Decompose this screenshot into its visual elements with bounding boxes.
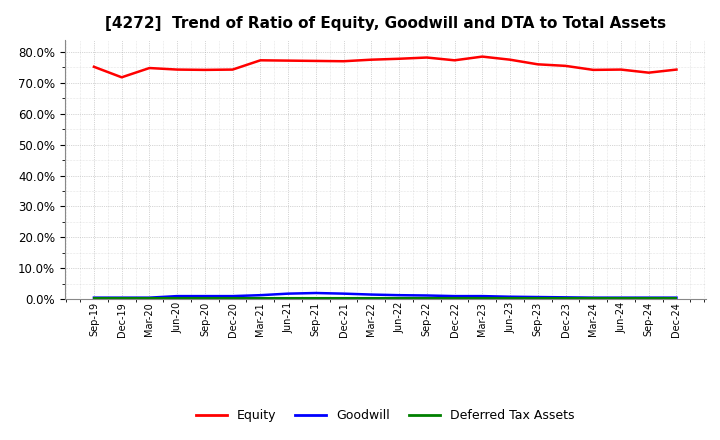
- Equity: [423, 55, 431, 60]
- Deferred Tax Assets: [284, 296, 292, 301]
- Goodwill: [117, 295, 126, 300]
- Goodwill: [534, 294, 542, 300]
- Goodwill: [423, 293, 431, 298]
- Equity: [117, 75, 126, 80]
- Goodwill: [644, 295, 653, 300]
- Deferred Tax Assets: [616, 296, 625, 301]
- Deferred Tax Assets: [89, 296, 98, 301]
- Goodwill: [478, 293, 487, 299]
- Goodwill: [616, 295, 625, 300]
- Deferred Tax Assets: [672, 296, 681, 301]
- Equity: [367, 57, 376, 62]
- Deferred Tax Assets: [478, 296, 487, 301]
- Equity: [505, 57, 514, 62]
- Line: Equity: Equity: [94, 57, 677, 77]
- Deferred Tax Assets: [228, 296, 237, 301]
- Equity: [534, 62, 542, 67]
- Equity: [395, 56, 403, 62]
- Deferred Tax Assets: [117, 296, 126, 301]
- Equity: [201, 67, 210, 73]
- Deferred Tax Assets: [505, 296, 514, 301]
- Equity: [589, 67, 598, 73]
- Equity: [478, 54, 487, 59]
- Goodwill: [450, 293, 459, 299]
- Goodwill: [228, 293, 237, 299]
- Deferred Tax Assets: [201, 296, 210, 301]
- Deferred Tax Assets: [173, 296, 181, 301]
- Goodwill: [395, 293, 403, 298]
- Goodwill: [256, 293, 265, 298]
- Goodwill: [173, 293, 181, 299]
- Goodwill: [672, 295, 681, 300]
- Line: Goodwill: Goodwill: [94, 293, 677, 297]
- Deferred Tax Assets: [339, 296, 348, 301]
- Equity: [228, 67, 237, 72]
- Legend: Equity, Goodwill, Deferred Tax Assets: Equity, Goodwill, Deferred Tax Assets: [191, 404, 580, 427]
- Goodwill: [284, 291, 292, 296]
- Deferred Tax Assets: [589, 296, 598, 301]
- Goodwill: [312, 290, 320, 296]
- Deferred Tax Assets: [644, 296, 653, 301]
- Equity: [339, 59, 348, 64]
- Deferred Tax Assets: [367, 296, 376, 301]
- Deferred Tax Assets: [256, 296, 265, 301]
- Goodwill: [505, 294, 514, 299]
- Deferred Tax Assets: [395, 296, 403, 301]
- Equity: [312, 58, 320, 63]
- Title: [4272]  Trend of Ratio of Equity, Goodwill and DTA to Total Assets: [4272] Trend of Ratio of Equity, Goodwil…: [104, 16, 666, 32]
- Equity: [256, 58, 265, 63]
- Equity: [284, 58, 292, 63]
- Deferred Tax Assets: [561, 296, 570, 301]
- Equity: [561, 63, 570, 69]
- Equity: [173, 67, 181, 72]
- Deferred Tax Assets: [312, 296, 320, 301]
- Goodwill: [145, 295, 154, 300]
- Equity: [450, 58, 459, 63]
- Goodwill: [339, 291, 348, 296]
- Goodwill: [589, 295, 598, 300]
- Deferred Tax Assets: [534, 296, 542, 301]
- Goodwill: [201, 293, 210, 299]
- Goodwill: [561, 295, 570, 300]
- Deferred Tax Assets: [450, 296, 459, 301]
- Deferred Tax Assets: [423, 296, 431, 301]
- Equity: [672, 67, 681, 72]
- Goodwill: [89, 295, 98, 300]
- Equity: [644, 70, 653, 75]
- Goodwill: [367, 292, 376, 297]
- Equity: [89, 64, 98, 70]
- Deferred Tax Assets: [145, 296, 154, 301]
- Equity: [145, 66, 154, 71]
- Equity: [616, 67, 625, 72]
